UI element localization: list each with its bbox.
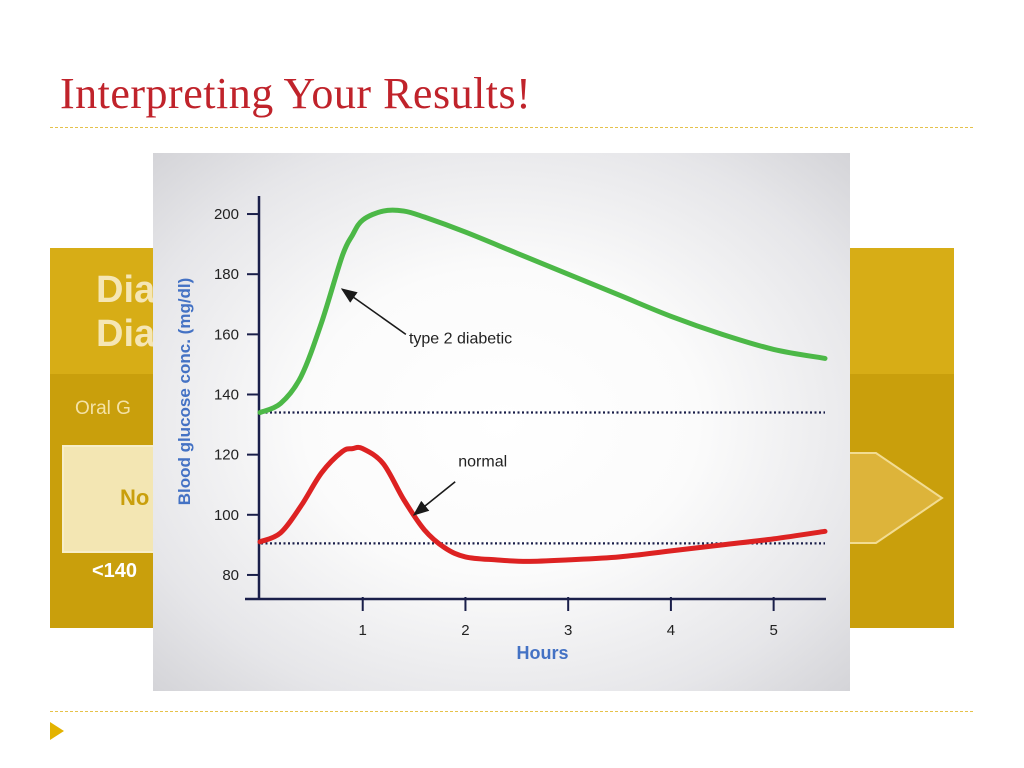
annotation-arrow [412, 481, 456, 516]
background-graphic-footer: <140 [92, 560, 138, 582]
annotation-label: normal [458, 454, 507, 471]
y-tick-label: 120 [214, 447, 239, 464]
series-line-normal [257, 444, 828, 564]
slide-title: Interpreting Your Results! [60, 69, 532, 118]
x-tick-label: 4 [667, 622, 675, 639]
y-tick-label: 180 [214, 266, 239, 283]
bullet-arrow-icon [50, 722, 64, 740]
x-tick-label: 1 [359, 622, 367, 639]
background-graphic-title: Dia Dia [96, 269, 156, 355]
x-axis-label: Hours [516, 643, 568, 663]
annotation-arrow [340, 288, 407, 335]
background-graphic-subtitle: Oral G [75, 398, 131, 419]
chart-svg: 80 100 120 140 160 180 200 1 2 3 4 5 Hours Blood gluc… [175, 196, 828, 663]
y-axis-label: Blood glucose conc. (mg/dl) [175, 278, 194, 506]
y-tick-label: 160 [214, 326, 239, 343]
x-tick-label: 5 [769, 622, 777, 639]
annotation-label: type 2 diabetic [409, 330, 512, 347]
y-tick-label: 200 [214, 206, 239, 223]
x-tick-label: 2 [461, 622, 469, 639]
y-tick-label: 80 [222, 567, 239, 584]
glucose-chart: 80 100 120 140 160 180 200 1 2 3 4 5 Hours Blood gluc… [153, 153, 850, 691]
series-line-type-2-diabetic [257, 207, 828, 416]
background-graphic-box-label: No [120, 485, 150, 510]
footer-divider [50, 711, 973, 712]
title-divider [50, 127, 973, 128]
y-tick-label: 140 [214, 386, 239, 403]
y-tick-label: 100 [214, 507, 239, 524]
x-tick-label: 3 [564, 622, 572, 639]
arrow-shape-icon [846, 452, 944, 544]
